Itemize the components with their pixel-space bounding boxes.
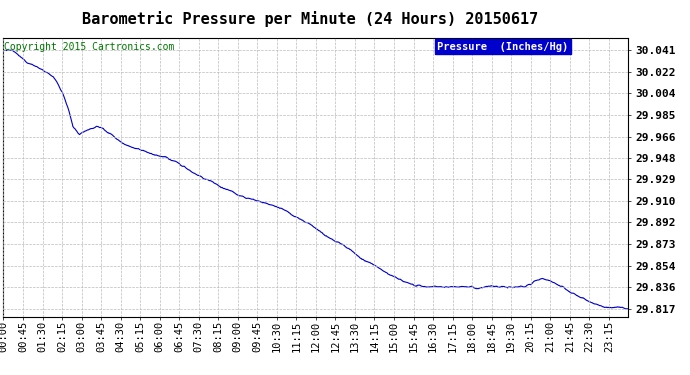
Text: Pressure  (Inches/Hg): Pressure (Inches/Hg) bbox=[437, 42, 569, 52]
Text: Copyright 2015 Cartronics.com: Copyright 2015 Cartronics.com bbox=[4, 42, 175, 52]
Text: Barometric Pressure per Minute (24 Hours) 20150617: Barometric Pressure per Minute (24 Hours… bbox=[82, 11, 539, 27]
